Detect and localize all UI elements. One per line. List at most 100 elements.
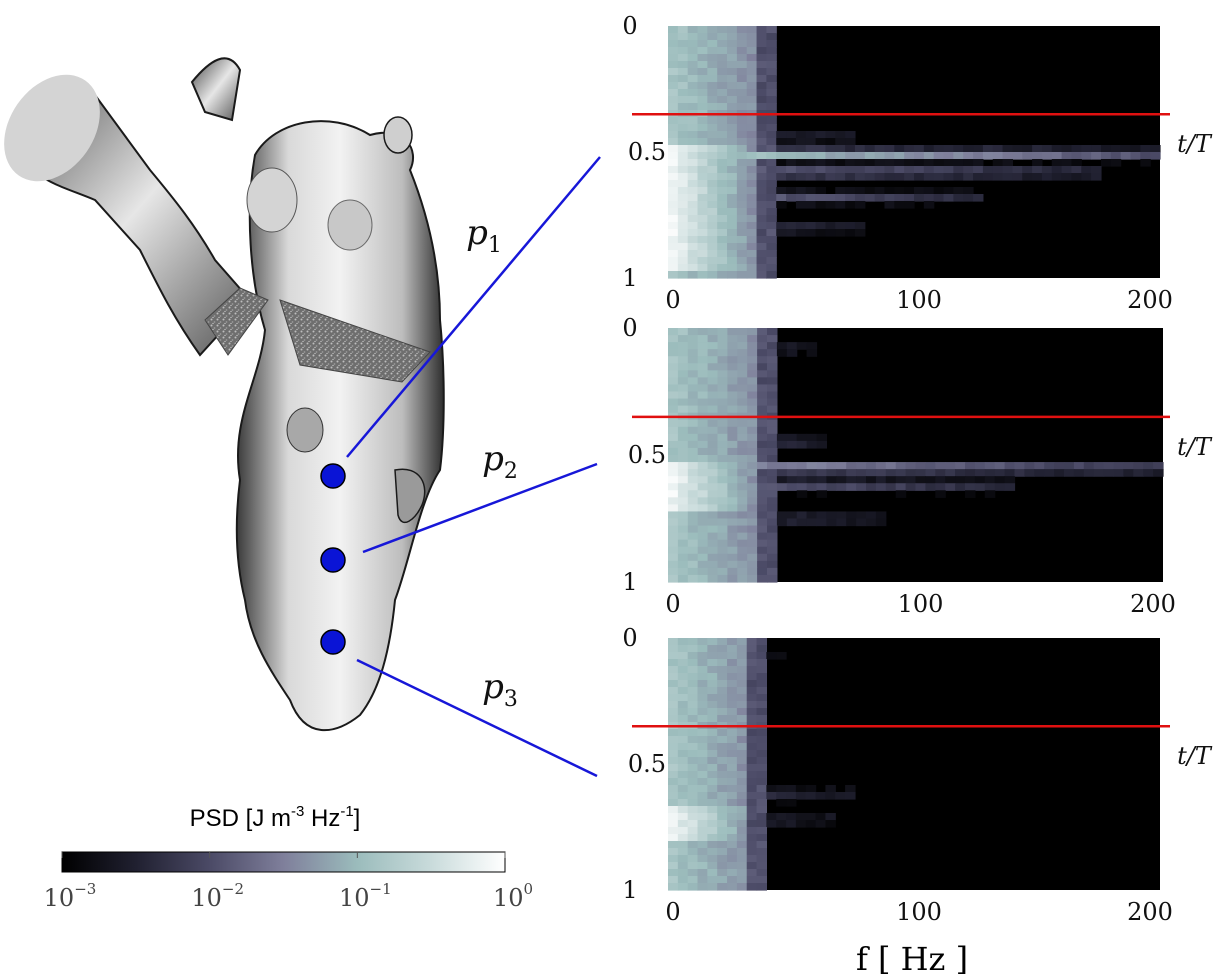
heat-cell [746, 743, 758, 751]
heat-cell [677, 771, 689, 779]
heat-cell [727, 335, 738, 343]
heat-cell [668, 785, 679, 793]
heat-cell [677, 335, 689, 343]
heat-cell [727, 89, 738, 97]
heat-cell [677, 271, 689, 279]
heat-cell [668, 764, 679, 772]
colorbar-tick-label: 10−2 [191, 880, 244, 912]
heat-cell [668, 792, 679, 800]
probe-connector-line [362, 462, 598, 554]
heat-cell [746, 736, 758, 744]
heat-cell [746, 687, 758, 695]
heat-cell [796, 342, 808, 350]
heat-cell [1071, 173, 1082, 181]
heat-cell [687, 103, 699, 111]
heat-cell [1004, 469, 1016, 477]
heat-cell [795, 201, 807, 209]
heat-cell [757, 377, 768, 386]
heat-cell [766, 785, 777, 793]
heat-cell [943, 166, 954, 174]
heat-cell [707, 532, 719, 541]
heat-cell [796, 483, 808, 491]
heat-cell [747, 405, 758, 414]
heat-cell [736, 257, 748, 265]
heat-cell [875, 518, 887, 527]
x-tick-label: 100 [896, 286, 942, 314]
heat-cell [668, 883, 679, 891]
heat-cell [825, 222, 836, 230]
heat-cell [756, 89, 767, 97]
heat-cell [727, 757, 738, 765]
heat-cell [687, 33, 699, 41]
heat-cell [825, 131, 836, 139]
vessel-left-cap [4, 74, 100, 182]
heat-cell [796, 469, 808, 477]
heat-cell [835, 159, 846, 167]
heat-cell [766, 215, 777, 223]
heat-cell [746, 701, 758, 709]
heat-cell [707, 68, 718, 76]
heat-cell [746, 264, 758, 272]
heat-cell [727, 391, 738, 400]
heat-cell [717, 145, 728, 153]
heat-cell [697, 271, 708, 279]
heat-cell [737, 335, 748, 343]
heat-cell [815, 173, 827, 181]
heart-knob [383, 116, 413, 154]
heat-cell [984, 483, 996, 491]
heat-cell [1041, 166, 1053, 174]
heat-cell [697, 680, 708, 688]
y-tick-label: 0.5 [628, 138, 666, 166]
heat-cell [836, 511, 847, 520]
heat-cell [756, 117, 767, 125]
heat-cell [727, 476, 738, 484]
heat-cell [707, 384, 719, 393]
heat-cell [884, 201, 895, 209]
heat-cell [697, 778, 708, 786]
heat-cell [707, 391, 719, 400]
heat-cell [668, 553, 679, 562]
heat-cell [767, 356, 778, 364]
heat-cell [717, 659, 728, 667]
heat-cell [668, 778, 679, 786]
heat-cell [816, 476, 827, 484]
heat-cell [756, 862, 767, 870]
heat-cell [677, 792, 689, 800]
heat-cell [736, 806, 748, 814]
heat-cell [845, 173, 856, 181]
x-tick-label: 0 [665, 898, 680, 926]
heat-cell [727, 61, 738, 69]
heat-cell [737, 447, 748, 456]
heat-cell [687, 194, 699, 202]
heat-cell [757, 426, 768, 435]
heat-cell [756, 750, 767, 758]
heat-cell [776, 511, 788, 520]
heat-cell [914, 187, 925, 195]
heat-cell [677, 440, 689, 449]
heat-cell [677, 462, 689, 470]
heat-cell [766, 131, 777, 139]
heat-cell [736, 236, 748, 244]
heat-cell [668, 694, 679, 702]
heat-cell [884, 187, 895, 195]
heat-cell [736, 715, 748, 723]
heat-cell [1012, 166, 1023, 174]
heat-cell [786, 518, 798, 527]
heat-cell [1071, 159, 1082, 167]
heat-cell [935, 483, 946, 491]
heat-cell [736, 89, 748, 97]
heat-cell [697, 152, 708, 160]
heat-cell [737, 363, 748, 371]
heat-cell [668, 476, 679, 484]
heat-cell [668, 497, 679, 505]
heat-cell [697, 862, 708, 870]
heat-cell [677, 778, 689, 786]
heat-cell [825, 792, 836, 800]
heat-cell [766, 264, 777, 272]
heat-cell [746, 659, 758, 667]
heat-cell [766, 96, 777, 104]
heat-cell [746, 848, 758, 856]
heat-cell [697, 138, 708, 146]
heat-cell [727, 750, 738, 758]
heat-cell [697, 518, 709, 527]
